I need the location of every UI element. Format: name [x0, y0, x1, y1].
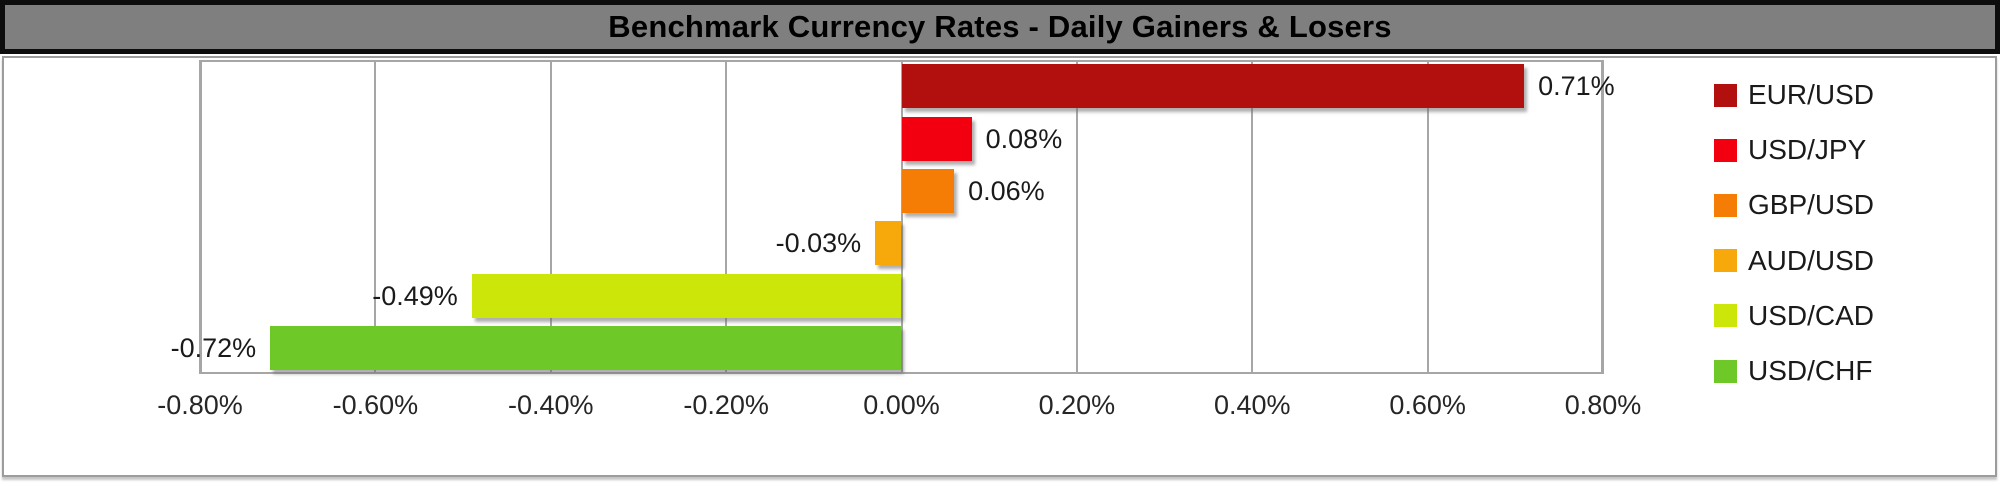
legend-swatch-usd-chf — [1714, 359, 1737, 383]
x-tick-label: 0.20% — [1038, 390, 1116, 420]
legend-item-aud-usd[interactable]: AUD/USD — [1714, 244, 1874, 278]
bar-usd-chf[interactable] — [270, 325, 902, 370]
legend-label-usd-chf: USD/CHF — [1748, 355, 1873, 386]
x-tick-label: -0.20% — [683, 390, 769, 420]
chart-title: Benchmark Currency Rates - Daily Gainers… — [608, 9, 1392, 44]
bar-value-label-gbp-usd: 0.06% — [968, 175, 1045, 206]
legend-label-gbp-usd: GBP/USD — [1748, 189, 1875, 221]
legend-item-usd-jpy[interactable]: USD/JPY — [1714, 133, 1866, 167]
x-tick-label: -0.40% — [507, 390, 594, 420]
bar-value-label-usd-chf: -0.72% — [170, 332, 257, 363]
bar-value-label-usd-jpy: 0.08% — [985, 123, 1063, 154]
gridline — [1602, 60, 1604, 374]
gridline — [725, 60, 728, 374]
x-tick-label: -0.80% — [157, 390, 243, 420]
legend-item-usd-chf[interactable]: USD/CHF — [1714, 354, 1872, 388]
bar-aud-usd[interactable] — [875, 221, 902, 266]
legend-item-usd-cad[interactable]: USD/CAD — [1714, 299, 1874, 333]
x-tick-label: 0.40% — [1213, 390, 1291, 420]
gridline — [549, 60, 552, 374]
gridline — [374, 60, 377, 374]
legend-item-eur-usd[interactable]: EUR/USD — [1714, 78, 1874, 112]
x-tick-label: 0.00% — [863, 390, 940, 420]
legend-swatch-usd-cad — [1714, 304, 1737, 328]
bar-usd-jpy[interactable] — [901, 116, 972, 161]
gridline — [1075, 60, 1078, 374]
legend-label-aud-usd: AUD/USD — [1748, 244, 1875, 276]
legend-label-usd-jpy: USD/JPY — [1748, 134, 1867, 166]
x-tick-label: 0.60% — [1389, 390, 1466, 420]
gridline — [1251, 60, 1254, 374]
bar-usd-cad[interactable] — [471, 273, 902, 318]
bar-value-label-aud-usd: -0.03% — [775, 228, 862, 259]
legend-swatch-eur-usd — [1714, 83, 1737, 107]
gridline — [1426, 60, 1429, 374]
legend-label-eur-usd: EUR/USD — [1748, 79, 1875, 110]
legend-item-gbp-usd[interactable]: GBP/USD — [1714, 188, 1874, 222]
gridline — [199, 60, 201, 374]
bar-eur-usd[interactable] — [901, 64, 1525, 109]
legend-label-usd-cad: USD/CAD — [1748, 299, 1875, 331]
legend-swatch-aud-usd — [1714, 249, 1737, 273]
bar-gbp-usd[interactable] — [901, 168, 955, 213]
chart-title-bar: Benchmark Currency Rates - Daily Gainers… — [0, 0, 2000, 54]
x-tick-label: 0.80% — [1564, 390, 1642, 420]
bar-value-label-eur-usd: 0.71% — [1538, 71, 1615, 102]
legend-swatch-gbp-usd — [1714, 193, 1737, 217]
bar-value-label-usd-cad: -0.49% — [372, 280, 458, 311]
legend-swatch-usd-jpy — [1714, 138, 1737, 162]
x-tick-label: -0.60% — [332, 390, 419, 420]
gridline — [900, 60, 903, 374]
